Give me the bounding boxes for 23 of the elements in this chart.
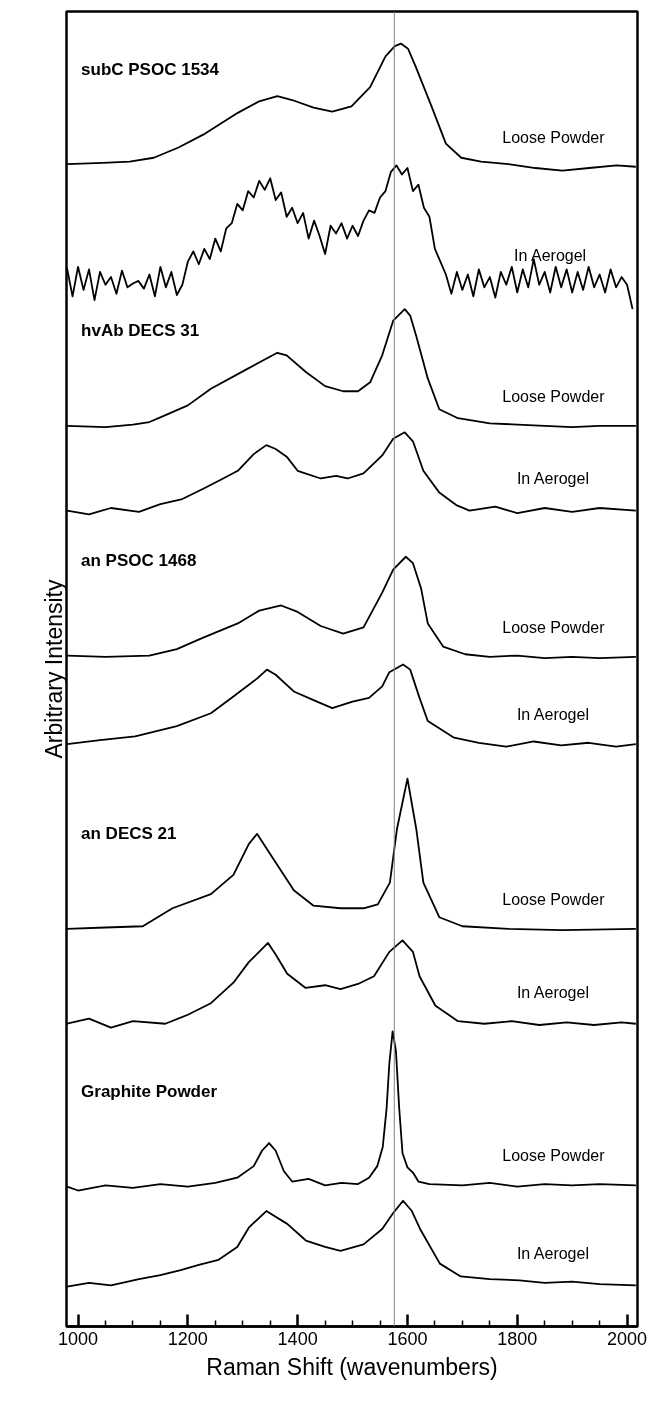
series-label: In Aerogel: [516, 706, 589, 724]
series-label: Loose Powder: [502, 1147, 606, 1165]
x-axis-title: Raman Shift (wavenumbers): [206, 1353, 498, 1380]
annotation: Graphite Powder: [81, 1082, 218, 1102]
y-axis-title: Arbitrary Intensity: [40, 579, 67, 759]
annotation: an PSOC 1468: [81, 551, 197, 571]
series-label: In Aerogel: [514, 246, 587, 264]
series-label: Loose Powder: [502, 618, 606, 636]
x-tick-label: 1200: [167, 1328, 208, 1349]
series-label: Loose Powder: [502, 387, 606, 405]
series-label: Loose Powder: [502, 128, 606, 146]
annotation: subC PSOC 1534: [81, 59, 220, 79]
x-tick-label: 1000: [58, 1328, 99, 1349]
x-tick-label: 1800: [497, 1328, 538, 1349]
series-label: In Aerogel: [516, 984, 589, 1002]
annotation: an DECS 21: [81, 824, 177, 844]
series-label: In Aerogel: [516, 1244, 589, 1262]
x-tick-label: 1400: [277, 1328, 318, 1349]
x-tick-label: 2000: [607, 1328, 648, 1349]
series-label: In Aerogel: [516, 469, 589, 487]
series-label: Loose Powder: [502, 890, 606, 908]
annotation: hvAb DECS 31: [81, 321, 200, 341]
x-tick-label: 1600: [387, 1328, 428, 1349]
